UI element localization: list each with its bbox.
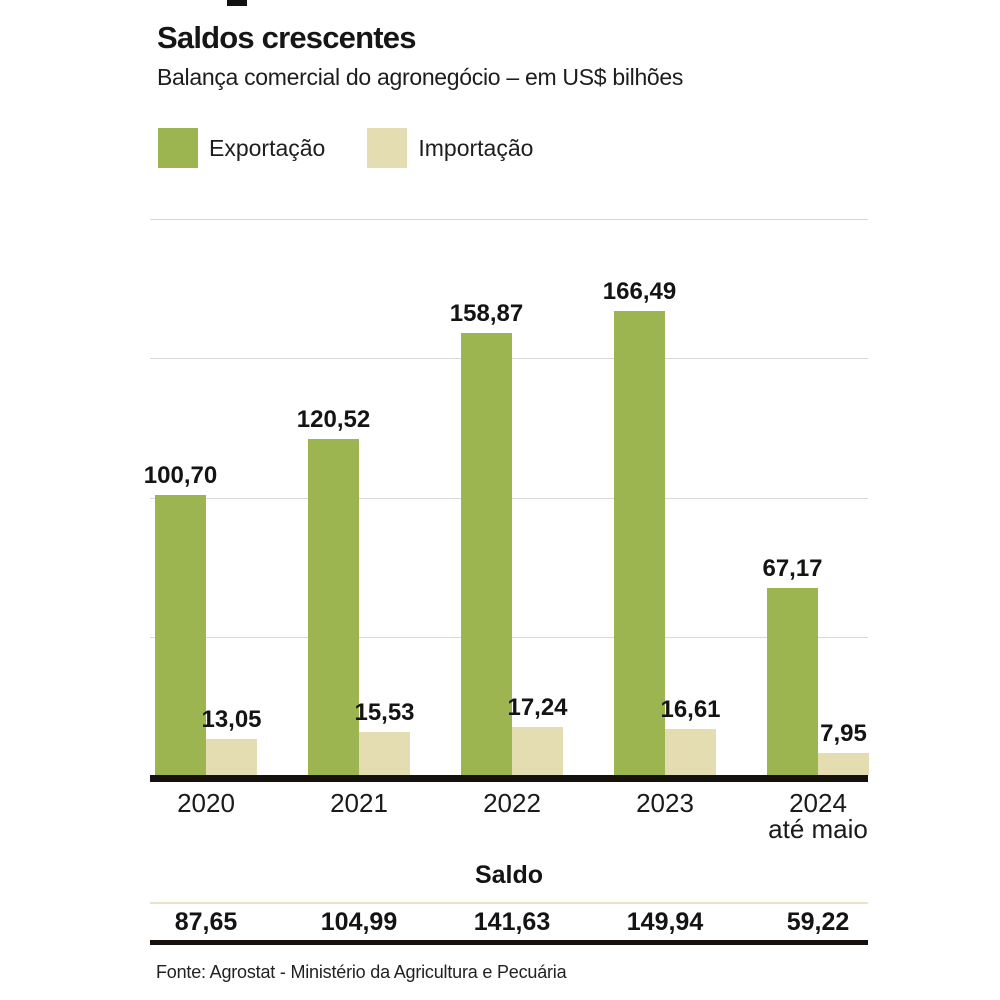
export-value-label: 166,49: [602, 278, 677, 306]
source-note: Fonte: Agrostat - Ministério da Agricult…: [156, 962, 567, 982]
saldo-top-rule: [150, 902, 868, 904]
export-bar-2020: [155, 494, 206, 775]
export-bar-2023: [614, 311, 665, 775]
saldo-value-2024: 59,22: [786, 908, 850, 936]
bar-chart-plot: 100,70 13,05 2020 120,52 15,53 2021 158,87 17,2…: [144, 212, 869, 842]
gridline-200: [150, 219, 868, 220]
export-value-label: 67,17: [762, 554, 823, 582]
export-legend-swatch: [158, 128, 198, 168]
x-axis-label-2022: 2022: [483, 788, 541, 818]
legend-label: Importação: [418, 134, 534, 161]
legend-item-export: Exportação: [158, 128, 325, 168]
export-value-label: 100,70: [143, 461, 218, 489]
x-axis-label-2020: 2020: [177, 788, 235, 818]
x-axis-baseline: [150, 775, 868, 782]
export-value-label: 158,87: [449, 299, 524, 327]
legend-item-import: Importação: [367, 128, 533, 168]
saldo-value-2022: 141,63: [473, 908, 551, 936]
import-bar-2023: [665, 728, 716, 775]
import-bar-2024: [818, 752, 869, 775]
import-value-label: 13,05: [201, 705, 262, 733]
saldo-value-2020: 87,65: [174, 908, 238, 936]
chart-subtitle: Balança comercial do agronegócio – em US…: [157, 64, 684, 90]
import-bar-2022: [512, 727, 563, 775]
export-bar-2022: [461, 332, 512, 775]
top-crop-mark: [227, 0, 247, 6]
saldo-bottom-rule: [150, 940, 868, 945]
import-value-label: 16,61: [660, 695, 721, 723]
import-legend-swatch: [367, 128, 408, 168]
export-bar-2024: [767, 587, 818, 775]
legend: Exportação Importação: [158, 128, 533, 168]
x-axis-label-2021: 2021: [330, 788, 388, 818]
export-bar-2021: [308, 439, 359, 775]
export-value-label: 120,52: [296, 406, 371, 434]
import-value-label: 15,53: [354, 698, 415, 726]
import-bar-2021: [359, 731, 410, 775]
import-bar-2020: [206, 738, 257, 775]
chart-title: Saldos crescentes: [157, 20, 416, 55]
saldo-value-2021: 104,99: [320, 908, 398, 936]
import-value-label: 17,24: [507, 694, 568, 721]
x-axis-label-2023: 2023: [636, 788, 694, 818]
legend-label: Exportação: [209, 134, 326, 161]
saldo-table-header: Saldo: [474, 861, 544, 889]
x-axis-label-2024: 2024 até maio: [768, 788, 868, 844]
saldo-value-2023: 149,94: [626, 908, 704, 936]
import-value-label: 7,95: [820, 719, 867, 747]
